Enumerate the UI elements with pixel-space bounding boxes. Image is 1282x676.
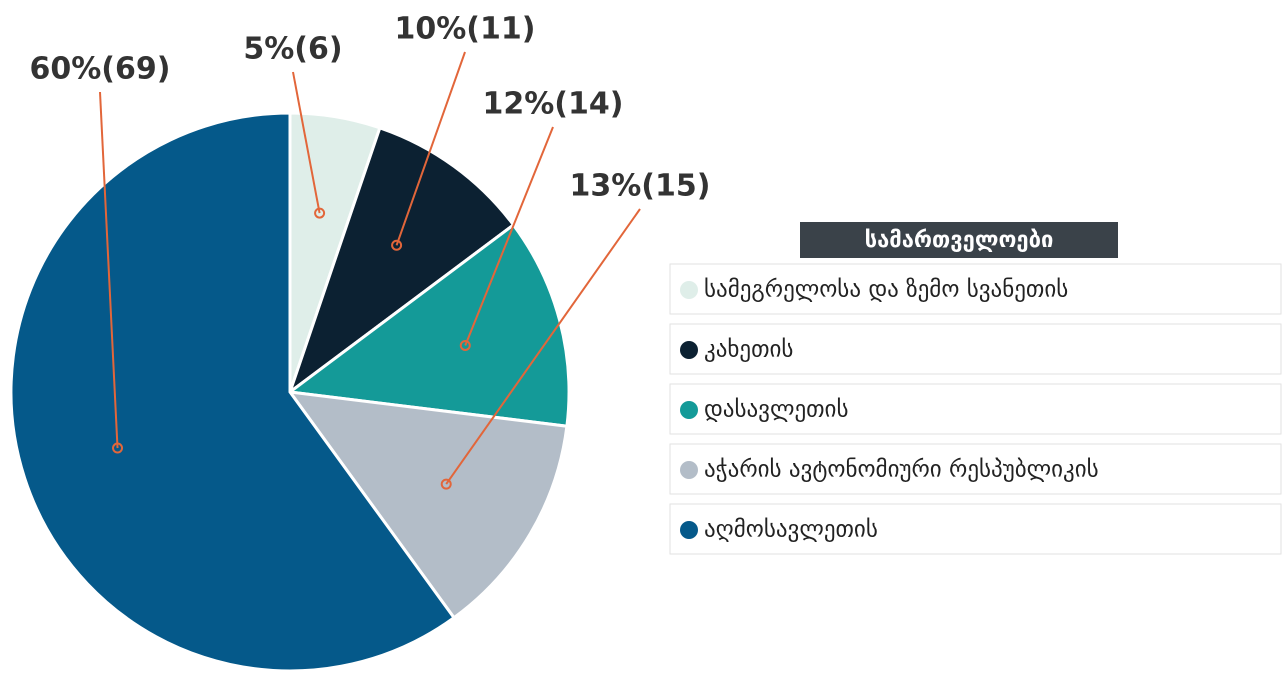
legend-row <box>669 503 1282 555</box>
pie-slice <box>286 390 569 620</box>
legend-marker <box>680 461 698 479</box>
legend-marker <box>680 521 698 539</box>
legend-label: სამეგრელოსა და ზემო სვანეთის <box>704 277 1068 303</box>
leader-line <box>395 51 466 246</box>
leader-dot <box>112 442 124 454</box>
legend-label: კახეთის <box>704 337 793 363</box>
value-label: 13%(15) <box>570 169 711 204</box>
leader-line <box>292 71 321 214</box>
value-label: 5%(6) <box>243 32 342 67</box>
leader-line <box>99 91 119 449</box>
value-label: 10%(11) <box>395 12 536 47</box>
leader-dot <box>314 207 326 219</box>
legend-row <box>669 263 1282 315</box>
leader-line <box>445 208 641 485</box>
legend-title: სამართველოები <box>865 228 1054 253</box>
legend-label: დასავლეთის <box>704 397 848 423</box>
legend-marker <box>680 341 698 359</box>
pie-slice <box>9 111 457 673</box>
value-label: 60%(69) <box>30 52 171 87</box>
leader-dot <box>459 339 471 351</box>
legend-marker <box>680 281 698 299</box>
legend-title-bg <box>800 222 1118 258</box>
pie-slice <box>286 222 571 428</box>
leader-line <box>464 126 554 346</box>
leader-dot <box>440 478 452 490</box>
legend: სამართველოები სამეგრელოსა და ზემო სვანეთ… <box>669 222 1282 555</box>
leader-dot <box>391 239 403 251</box>
legend-label: აღმოსავლეთის <box>704 517 878 543</box>
legend-row <box>669 443 1282 495</box>
legend-row <box>669 383 1282 435</box>
value-label: 12%(14) <box>483 87 624 122</box>
pie: 5%(6) 10%(11) 12%(14) 13%(15) 60%(69) <box>9 12 711 673</box>
legend-label: აჭარის ავტონომიური რესპუბლიკის <box>704 457 1099 483</box>
legend-row <box>669 323 1282 375</box>
pie-slice <box>287 125 516 397</box>
legend-marker <box>680 401 698 419</box>
